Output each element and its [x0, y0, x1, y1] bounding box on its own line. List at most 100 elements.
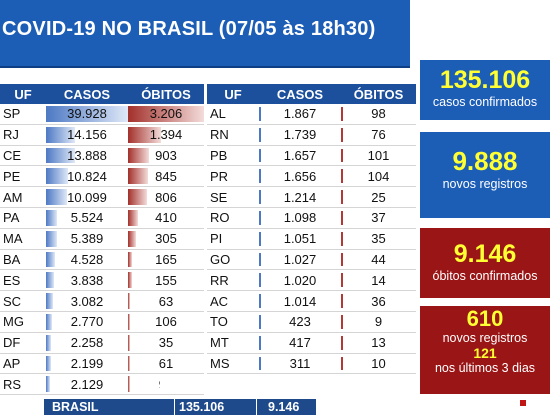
casos-bar [259, 190, 261, 204]
casos-cell: 417 [259, 332, 341, 354]
uf-cell: AL [207, 104, 259, 125]
obitos-cell: 1.394 [128, 124, 204, 146]
brasil-total-row: BRASIL 135.106 9.146 [44, 399, 316, 415]
brasil-label: BRASIL [52, 400, 99, 414]
obitos-cell: 14 [341, 269, 416, 292]
obitos-value: 104 [367, 168, 390, 184]
obitos-bar [341, 169, 343, 184]
casos-bar [259, 273, 261, 288]
obitos-bar [128, 230, 136, 247]
casos-value: 1.739 [283, 127, 317, 143]
table-row: RO 1.098 37 [207, 207, 416, 229]
obitos-bar [341, 107, 343, 121]
uf-cell: SE [207, 186, 259, 208]
casos-value: 311 [289, 355, 311, 371]
casos-cell: 1.098 [259, 207, 341, 229]
states-table-right: UF CASOS ÓBITOS AL 1.867 98 RN 1.739 76 PB 1.65… [207, 84, 416, 375]
table-header-row: UF CASOS ÓBITOS [207, 84, 416, 104]
casos-bar [46, 230, 57, 247]
obitos-value: 10 [371, 355, 386, 371]
card-cases-new: 9.888 novos registros [420, 132, 550, 218]
uf-cell: GO [207, 249, 259, 271]
table-row: ES 3.838 155 [0, 269, 204, 292]
casos-bar [46, 376, 51, 393]
deaths-new-value: 610 [466, 306, 504, 331]
uf-cell: SC [0, 290, 46, 312]
casos-value: 3.838 [70, 272, 104, 288]
cases-new-label: novos registros [442, 177, 528, 191]
casos-value: 2.199 [70, 355, 104, 371]
deaths-total-value: 9.146 [453, 240, 517, 268]
title-banner: COVID-19 NO BRASIL (07/05 às 18h30) [0, 0, 410, 68]
table-row: RN 1.739 76 [207, 124, 416, 146]
uf-cell: AP [0, 353, 46, 375]
casos-bar [259, 148, 261, 163]
table-row: TO 423 9 [207, 311, 416, 333]
obitos-bar [128, 334, 131, 351]
obitos-value: 9 [374, 314, 383, 330]
obitos-cell: 106 [128, 311, 204, 333]
obitos-bar [128, 189, 147, 205]
casos-value: 1.098 [283, 210, 317, 226]
casos-value: 1.051 [283, 231, 317, 247]
deaths-3days-value: 121 [473, 345, 497, 361]
table-gap [160, 374, 206, 392]
casos-cell: 1.014 [259, 290, 341, 312]
table-row: DF 2.258 35 [0, 332, 204, 354]
casos-bar [46, 126, 75, 143]
uf-cell: MT [207, 332, 259, 354]
obitos-cell: 9 [341, 311, 416, 333]
obitos-cell: 10 [341, 353, 416, 375]
uf-cell: PR [207, 165, 259, 188]
casos-bar [46, 106, 128, 122]
deaths-total-label: óbitos confirmados [432, 269, 538, 283]
casos-cell: 4.528 [46, 249, 128, 271]
casos-value: 3.082 [70, 293, 104, 309]
casos-bar [259, 314, 261, 329]
obitos-bar [128, 168, 148, 185]
casos-cell: 3.082 [46, 290, 128, 312]
obitos-bar [341, 273, 343, 288]
obitos-value: 903 [155, 147, 177, 163]
obitos-cell: 76 [341, 124, 416, 146]
footer-divider [174, 399, 175, 415]
obitos-bar [341, 190, 343, 204]
casos-value: 39.928 [67, 106, 107, 122]
uf-cell: BA [0, 249, 46, 271]
obitos-cell: 44 [341, 249, 416, 271]
casos-cell: 1.020 [259, 269, 341, 292]
card-deaths-new: 610 novos registros 121 nos últimos 3 di… [420, 306, 550, 394]
obitos-bar [341, 335, 343, 350]
obitos-value: 76 [371, 127, 386, 143]
obitos-cell: 98 [341, 104, 416, 125]
obitos-bar [128, 251, 132, 268]
table-row: RR 1.020 14 [207, 269, 416, 292]
table-header-row: UF CASOS ÓBITOS [0, 84, 204, 104]
casos-bar [46, 168, 69, 185]
casos-bar [46, 147, 75, 164]
card-cases-total: 135.106 casos confirmados [420, 60, 550, 120]
obitos-cell: 104 [341, 165, 416, 188]
casos-cell: 14.156 [46, 124, 128, 146]
column-header-obitos: ÓBITOS [128, 84, 204, 104]
casos-cell: 2.258 [46, 332, 128, 354]
column-header-casos: CASOS [46, 84, 128, 104]
table-row: SE 1.214 25 [207, 186, 416, 208]
table-row: AM 10.099 806 [0, 186, 204, 208]
casos-bar [46, 355, 51, 372]
casos-value: 14.156 [67, 127, 107, 143]
obitos-cell: 61 [128, 353, 204, 375]
casos-value: 1.014 [283, 293, 317, 309]
column-header-obitos: ÓBITOS [341, 84, 416, 104]
casos-value: 1.657 [283, 147, 317, 163]
casos-cell: 311 [259, 353, 341, 375]
obitos-value: 3.206 [149, 106, 183, 122]
obitos-bar [128, 126, 161, 143]
table-row: GO 1.027 44 [207, 249, 416, 271]
casos-bar [259, 210, 261, 225]
obitos-cell: 36 [341, 290, 416, 312]
casos-bar [259, 231, 261, 246]
obitos-value: 44 [371, 251, 386, 267]
casos-value: 423 [289, 314, 311, 330]
casos-value: 5.389 [70, 231, 104, 247]
